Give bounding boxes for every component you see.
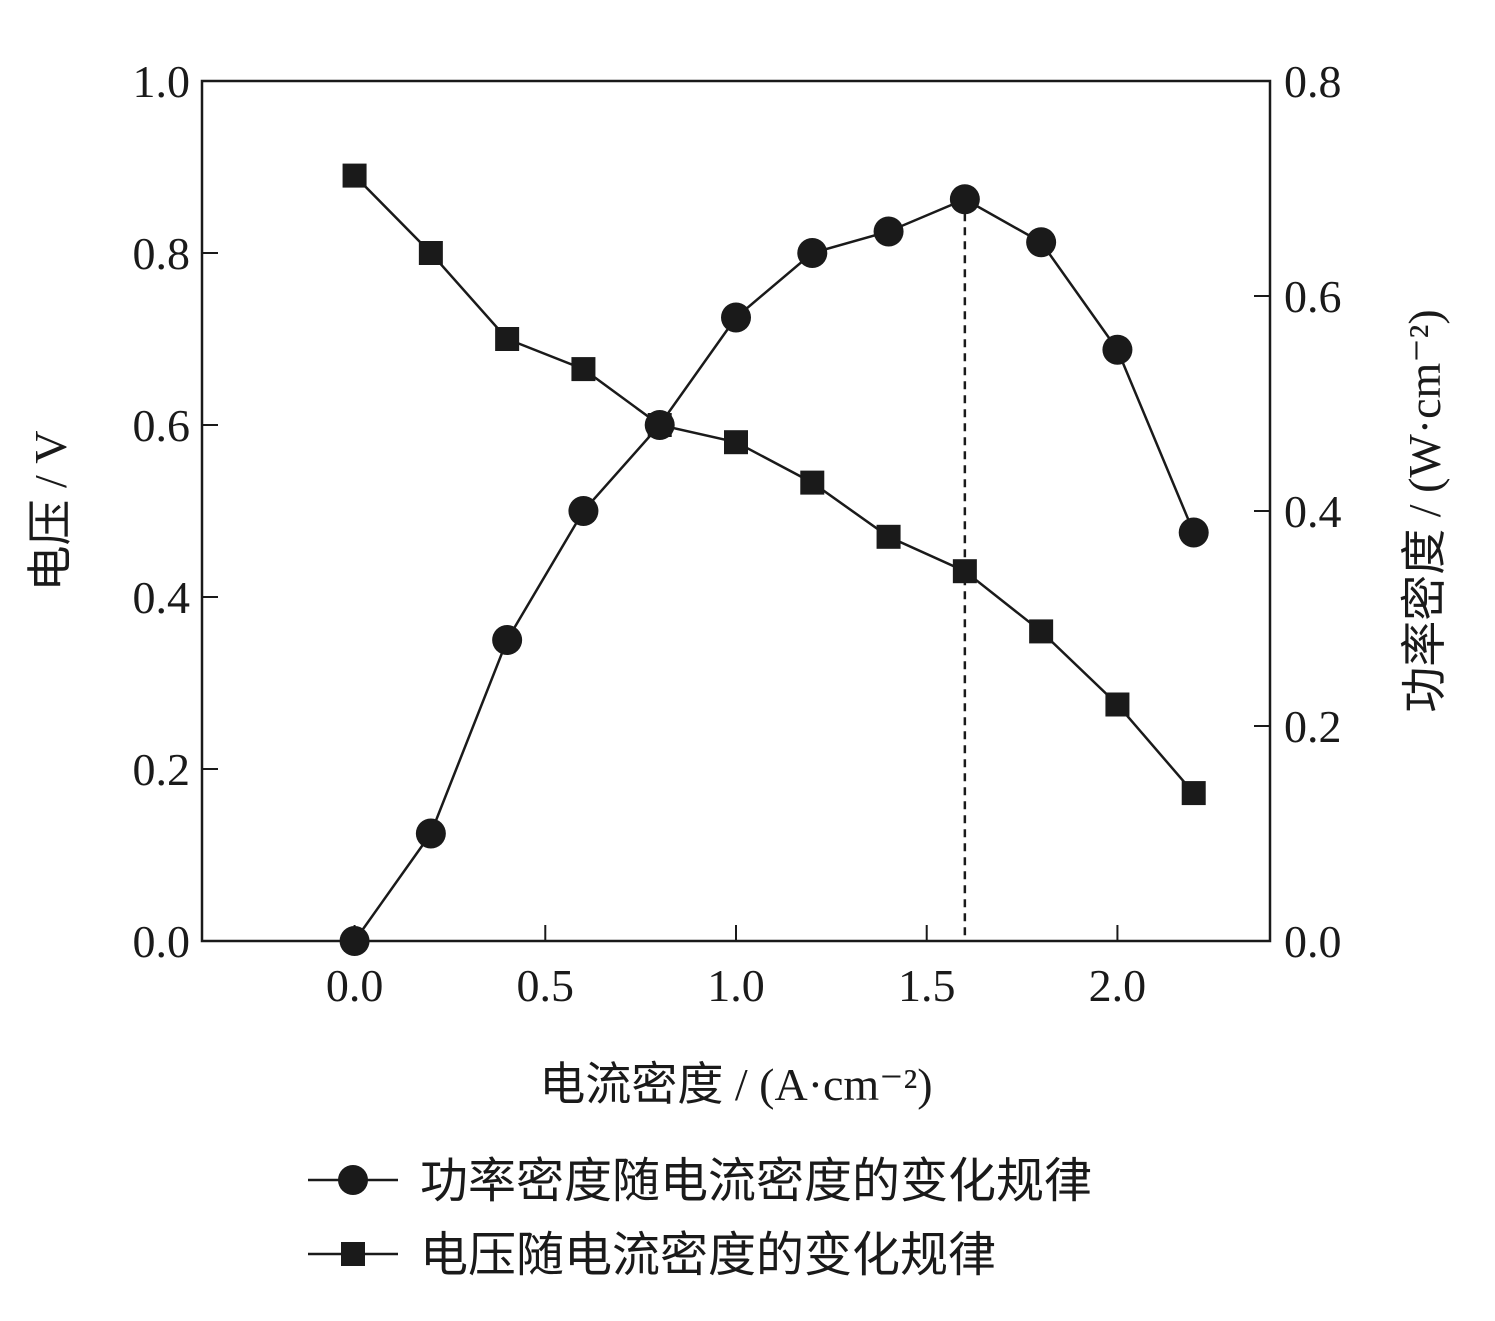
series-line-power	[353, 197, 1195, 942]
voltage-point	[647, 413, 672, 437]
y-left-tick-label: 1.0	[133, 56, 191, 107]
x-tick-label: 1.0	[707, 960, 765, 1011]
power-point	[1026, 227, 1057, 258]
power-point	[568, 496, 599, 526]
y-left-tick-label: 0.6	[133, 400, 191, 451]
voltage-point	[952, 559, 977, 584]
power-point	[339, 926, 370, 956]
y-left-tick-label: 0.0	[133, 916, 191, 967]
voltage-point	[1105, 692, 1130, 717]
voltage-point	[724, 430, 748, 455]
y-right-tick-label: 0.4	[1284, 486, 1342, 537]
legend-label-power: 功率密度随电流密度的变化规律	[420, 1155, 1092, 1208]
power-point	[721, 302, 751, 333]
x-axis-title: 电流密度 / (A·cm⁻²)	[539, 1059, 932, 1110]
voltage-point	[571, 357, 596, 382]
power-point	[1178, 517, 1209, 548]
y-axis-left-title: 电压 / V	[25, 431, 76, 592]
power-point	[492, 625, 523, 655]
y-right-tick-label: 0.6	[1284, 271, 1342, 322]
series-line-voltage	[353, 174, 1195, 794]
voltage-point	[418, 241, 443, 265]
power-point	[415, 818, 446, 849]
y-left-tick-label: 0.2	[133, 744, 191, 795]
plot-frame	[200, 79, 1272, 943]
y-left-tick-label: 0.4	[133, 572, 191, 623]
power-point	[797, 238, 828, 268]
legend-item-voltage: 电压随电流密度的变化规律	[308, 1229, 996, 1282]
x-tick-label: 2.0	[1089, 960, 1147, 1011]
plot-area-border	[200, 79, 1272, 943]
power-point	[1102, 334, 1133, 365]
voltage-point	[342, 163, 367, 188]
power-point	[873, 216, 904, 247]
voltage-point	[495, 327, 520, 351]
voltage-point	[1181, 781, 1206, 806]
voltage-point	[800, 470, 825, 495]
y-right-tick-label: 0.8	[1284, 56, 1342, 107]
legend-item-power: 功率密度随电流密度的变化规律	[308, 1155, 1092, 1208]
legend-marker-circle	[338, 1165, 368, 1195]
y-axis-right-title: 功率密度 / (W·cm⁻²)	[1399, 309, 1450, 712]
y-left-tick-label: 0.8	[133, 228, 191, 279]
legend: 功率密度随电流密度的变化规律 电压随电流密度的变化规律	[308, 1155, 1092, 1282]
y-right-tick-label: 0.0	[1284, 916, 1342, 967]
x-tick-label: 1.5	[898, 960, 956, 1011]
x-tick-label: 0.5	[517, 960, 575, 1011]
series-lines	[353, 174, 1195, 942]
legend-label-voltage: 电压随电流密度的变化规律	[420, 1229, 996, 1282]
legend-marker-square	[341, 1242, 365, 1266]
ticks-layer: 0.0 0.5 1.0 1.5 2.0 0.0 0.2 0.4 0.6 0.8 1.0 0.0 0.2 0…	[133, 56, 1342, 1011]
series-markers	[339, 163, 1209, 956]
power-point	[949, 184, 980, 215]
voltage-point	[876, 524, 901, 549]
x-tick-label: 0.0	[326, 960, 384, 1011]
voltage-point	[1029, 619, 1054, 644]
y-right-tick-label: 0.2	[1284, 701, 1342, 752]
